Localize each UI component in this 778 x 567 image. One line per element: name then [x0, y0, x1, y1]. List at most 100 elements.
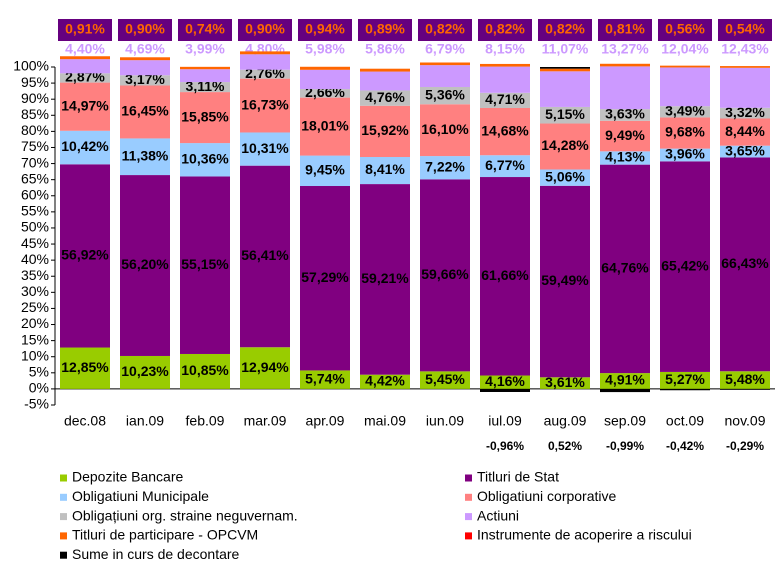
data-label: -0,99%	[606, 439, 644, 453]
data-label: 6,79%	[425, 41, 465, 57]
bar-segment	[420, 104, 470, 157]
legend-swatch	[60, 474, 67, 482]
y-tick-label: 0%	[29, 380, 49, 396]
data-label: 16,45%	[121, 103, 169, 119]
bar-segment	[360, 184, 410, 375]
data-label: 3,96%	[665, 146, 705, 162]
y-tick-label: 30%	[21, 283, 49, 299]
legend-label: Depozite Bancare	[72, 469, 184, 485]
data-label: 66,43%	[721, 255, 769, 271]
bar-segment	[600, 109, 650, 121]
data-label: 0,82%	[545, 21, 585, 37]
bar-segment	[540, 71, 590, 107]
bar-segment	[480, 63, 530, 67]
bar-segment	[360, 157, 410, 185]
data-label: 6,77%	[485, 157, 525, 173]
bar-segment	[660, 371, 710, 389]
data-label: 14,97%	[61, 97, 109, 113]
bar-segment	[480, 375, 530, 389]
bar-segment	[720, 371, 770, 389]
bar-segment	[60, 164, 110, 348]
data-label: 4,13%	[605, 149, 645, 165]
bar-segment	[360, 71, 410, 91]
bar-segment	[240, 347, 290, 389]
bar-segment	[480, 155, 530, 178]
data-label: 57,29%	[301, 269, 349, 285]
bar-segment	[540, 68, 590, 72]
data-label: 10,85%	[181, 362, 229, 378]
data-label: 3,63%	[605, 106, 645, 122]
y-tick-label: 25%	[21, 299, 49, 315]
data-label: 4,80%	[245, 41, 285, 57]
bar-segment	[660, 388, 710, 391]
y-tick-label: 20%	[21, 315, 49, 331]
label-box	[238, 19, 292, 41]
bar-segment	[660, 67, 710, 107]
data-label: 56,92%	[61, 247, 109, 263]
data-label: 5,45%	[425, 371, 465, 387]
y-tick-label: 5%	[29, 364, 49, 380]
bar-segment	[120, 57, 170, 61]
y-tick-label: 70%	[21, 154, 49, 170]
data-label: 0,90%	[245, 21, 285, 37]
data-label: 0,52%	[548, 439, 582, 453]
label-box	[718, 19, 772, 41]
y-tick-label: 75%	[21, 138, 49, 154]
data-label: 9,49%	[605, 127, 645, 143]
data-label: 8,44%	[725, 123, 765, 139]
data-label: 5,06%	[545, 168, 585, 184]
data-label: 3,32%	[725, 104, 765, 120]
bar-segment	[180, 69, 230, 83]
legend-swatch	[465, 493, 472, 501]
bar-segment	[60, 56, 110, 60]
legend-swatch	[60, 493, 67, 501]
data-label: 59,49%	[541, 272, 589, 288]
bar-segment	[660, 106, 710, 118]
label-box	[178, 19, 232, 41]
data-label: 4,91%	[605, 372, 645, 388]
bar-segment	[240, 132, 290, 166]
bar-segment	[120, 355, 170, 389]
data-label: 3,61%	[545, 374, 585, 390]
data-label: 5,48%	[725, 371, 765, 387]
bar-segment	[120, 75, 170, 86]
bar-segment	[420, 62, 470, 66]
bar-segment	[300, 89, 350, 98]
data-label: 16,73%	[241, 96, 289, 112]
bar-segment	[60, 347, 110, 389]
legend-label: Titluri de participare - OPCVM	[72, 527, 258, 543]
data-label: 0,82%	[485, 21, 525, 37]
data-label: 0,89%	[365, 21, 405, 37]
bar-segment	[660, 117, 710, 149]
data-label: 18,01%	[301, 117, 349, 133]
bar-segment	[180, 143, 230, 177]
x-tick-label: dec.08	[64, 413, 106, 429]
data-label: 9,45%	[305, 162, 345, 178]
data-label: 15,85%	[181, 108, 229, 124]
data-label: 14,68%	[481, 122, 529, 138]
y-tick-label: 50%	[21, 219, 49, 235]
data-label: 65,42%	[661, 257, 709, 273]
legend-label: Actiuni	[477, 507, 519, 523]
y-tick-label: 85%	[21, 106, 49, 122]
data-label: 12,43%	[721, 41, 769, 57]
bar-segment	[660, 65, 710, 68]
x-tick-label: apr.09	[306, 413, 345, 429]
data-label: 5,36%	[425, 86, 465, 102]
bar-segment	[540, 123, 590, 170]
x-tick-label: aug.09	[544, 413, 587, 429]
y-tick-label: 80%	[21, 122, 49, 138]
legend-label: Obligatiuni corporative	[477, 488, 617, 504]
legend-swatch	[60, 532, 67, 540]
x-tick-label: iun.09	[426, 413, 464, 429]
data-label: 56,20%	[121, 256, 169, 272]
bar-segment	[120, 175, 170, 356]
y-tick-label: 15%	[21, 331, 49, 347]
y-tick-label: 65%	[21, 170, 49, 186]
bar-segment	[420, 371, 470, 389]
bar-segment	[180, 353, 230, 389]
y-tick-label: 45%	[21, 235, 49, 251]
data-label: 10,31%	[241, 140, 289, 156]
data-label: 12,85%	[61, 359, 109, 375]
x-tick-label: mai.09	[364, 413, 406, 429]
